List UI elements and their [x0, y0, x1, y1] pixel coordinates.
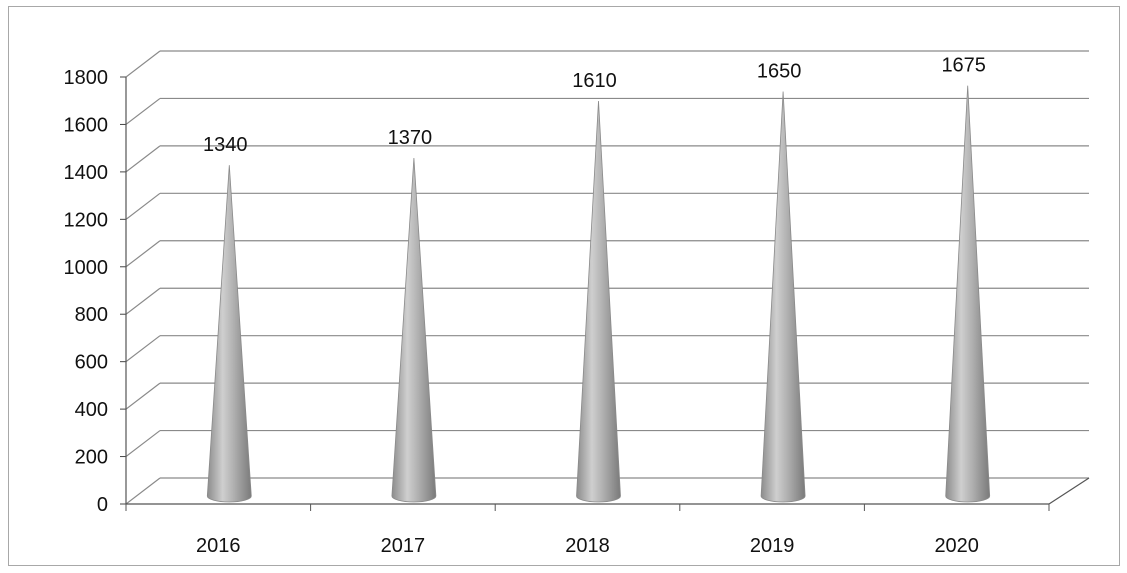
y-tick-label: 0	[97, 494, 108, 516]
cones	[206, 85, 991, 503]
y-tick-label: 1600	[64, 114, 109, 136]
y-tick-label: 200	[75, 447, 108, 469]
gridline	[125, 287, 1089, 315]
y-tick-label: 1000	[64, 257, 109, 279]
y-tick-label: 400	[75, 399, 108, 421]
axes	[120, 76, 1090, 511]
data-label: 1340	[203, 134, 248, 156]
x-tick-label: 2019	[750, 535, 795, 557]
x-tick-label: 2017	[381, 535, 426, 557]
x-tick-labels: 2016 2017 2018 2019 2020	[196, 535, 979, 557]
chart-frame: 0 200 400 600 800 1000 1200 1400 1600 1800 2016 20…	[8, 6, 1120, 566]
y-tick-label: 600	[75, 352, 108, 374]
y-tick-label: 800	[75, 304, 108, 326]
gridline	[125, 145, 1089, 173]
cone-bar	[391, 157, 437, 503]
gridline	[125, 335, 1089, 363]
y-tick-label: 1400	[64, 162, 109, 184]
cone-bar	[760, 91, 806, 503]
gridline	[125, 477, 1089, 505]
gridline	[125, 97, 1089, 125]
x-tick-label: 2018	[565, 535, 610, 557]
cone-bar	[945, 85, 991, 503]
y-tick-label: 1200	[64, 209, 109, 231]
gridline	[125, 50, 1089, 78]
y-tick-label: 1800	[64, 67, 109, 89]
gridline	[125, 429, 1089, 458]
gridline	[125, 192, 1089, 220]
cone-bar	[576, 101, 621, 503]
gridline	[125, 240, 1089, 268]
gridline	[125, 382, 1089, 410]
y-tick-labels: 0 200 400 600 800 1000 1200 1400 1600 1800	[64, 67, 109, 516]
data-label: 1675	[941, 55, 986, 77]
gridlines	[125, 50, 1089, 505]
data-label: 1610	[572, 70, 617, 92]
x-tick-label: 2016	[196, 535, 241, 557]
x-tick-label: 2020	[934, 535, 979, 557]
data-labels: 1340 1370 1610 1650 1675	[203, 55, 986, 156]
cone-bar	[206, 165, 252, 503]
data-label: 1370	[388, 127, 433, 149]
data-label: 1650	[757, 61, 802, 83]
